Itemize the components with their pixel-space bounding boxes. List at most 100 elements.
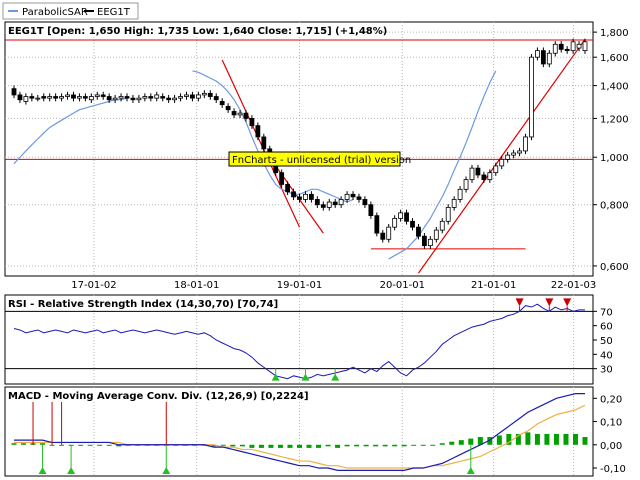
macd-histogram-bar: [487, 437, 493, 445]
candle-body: [118, 96, 124, 99]
candle-body: [136, 97, 142, 101]
candle-body: [433, 229, 439, 240]
rsi-buy-marker: [301, 373, 310, 381]
candle-body: [582, 41, 588, 52]
candle-body: [184, 94, 189, 97]
macd-histogram-bar: [211, 444, 217, 447]
candle-body: [475, 167, 481, 176]
candle-body: [279, 172, 285, 185]
sar-line: [388, 70, 497, 260]
trend-line: [221, 59, 301, 228]
candle-body: [404, 212, 409, 222]
y-tick-label: 1,000: [600, 153, 629, 164]
macd-histogram-bar: [382, 444, 388, 447]
macd-histogram-bar: [258, 444, 264, 448]
candle-body: [124, 96, 130, 99]
macd-buy-marker: [466, 467, 475, 474]
rsi-y-tick-label: 50: [600, 336, 613, 347]
candle-body: [523, 136, 528, 152]
x-tick-label: 19-01-01: [277, 280, 322, 291]
macd-histogram-bar: [287, 444, 293, 448]
candle-body: [285, 184, 291, 193]
rsi-sell-marker: [515, 298, 524, 307]
legend: ParabolicSAR EEG1T: [2, 2, 139, 20]
candle-body: [77, 96, 82, 99]
candle-body: [255, 125, 261, 138]
macd-histogram-bar: [249, 444, 255, 448]
x-tick-label: 18-01-01: [174, 280, 219, 291]
macd-histogram-bar: [106, 444, 112, 446]
candle-body: [398, 212, 404, 219]
legend-sar-label: ParabolicSAR: [22, 7, 88, 18]
macd-histogram-bar: [411, 444, 417, 446]
candle-body: [410, 220, 415, 228]
macd-title: MACD - Moving Average Conv. Div. (12,26,…: [8, 391, 309, 402]
y-tick-label: 1,600: [600, 53, 629, 64]
macd-buy-marker: [162, 467, 171, 474]
macd-histogram-bar: [468, 438, 474, 445]
macd-histogram-bar: [220, 444, 226, 446]
macd-histogram-bar: [306, 444, 312, 448]
macd-y-tick-label: 0,10: [600, 418, 622, 429]
candle-body: [374, 215, 380, 234]
macd-histogram-bar: [335, 444, 341, 448]
macd-histogram-bar: [430, 444, 436, 446]
candle-body: [392, 218, 398, 228]
candle-body: [53, 96, 59, 99]
candle-body: [291, 191, 296, 198]
candle-body: [142, 96, 148, 99]
candle-body: [564, 48, 570, 52]
macd-histogram-bar: [496, 435, 502, 445]
candle-body: [35, 97, 41, 100]
candle-body: [100, 94, 106, 97]
macd-histogram-bar: [97, 444, 103, 446]
candle-body: [213, 96, 219, 101]
candle-body: [457, 188, 463, 200]
rsi-y-tick-label: 30: [600, 365, 613, 376]
candle-body: [499, 158, 505, 167]
x-tick-label: 21-01-01: [471, 280, 516, 291]
candle-body: [493, 165, 499, 174]
candle-body: [297, 196, 302, 200]
macd-histogram-bar: [392, 444, 398, 447]
price-title: EEG1T [Open: 1,650 High: 1,735 Low: 1,64…: [8, 26, 387, 37]
candle-body: [166, 97, 172, 101]
rsi-y-tick-label: 40: [600, 350, 613, 361]
rsi-title: RSI - Relative Strength Index (14,30,70)…: [8, 299, 278, 310]
candle-body: [445, 206, 451, 222]
candle-body: [332, 201, 338, 206]
macd-histogram-bar: [59, 444, 65, 446]
candle-body: [303, 193, 308, 200]
candle-body: [576, 43, 582, 49]
candle-body: [511, 152, 517, 156]
macd-histogram-bar: [116, 444, 122, 447]
candle-body: [320, 204, 326, 208]
candle-body: [505, 154, 511, 160]
macd-histogram-bar: [572, 433, 578, 445]
candle-body: [380, 232, 386, 240]
macd-histogram-bar: [525, 432, 531, 445]
candle-body: [481, 174, 487, 181]
candle-body: [308, 193, 314, 200]
macd-line: [14, 393, 585, 471]
macd-histogram-bar: [544, 433, 550, 445]
y-tick-label: 0,800: [600, 201, 629, 212]
candle-body: [88, 96, 94, 101]
candle-body: [130, 97, 136, 101]
macd-y-tick-label: -0,10: [600, 464, 626, 475]
candle-body: [535, 50, 540, 58]
candle-body: [29, 96, 35, 99]
x-tick-label: 20-01-01: [380, 280, 425, 291]
rsi-buy-marker: [271, 373, 280, 381]
candle-body: [17, 94, 23, 101]
candle-body: [207, 92, 213, 97]
macd-histogram-bar: [49, 444, 55, 446]
candle-body: [148, 96, 154, 99]
candle-body: [540, 50, 546, 65]
legend-price-label: EEG1T: [97, 7, 131, 18]
candle-body: [463, 179, 469, 190]
candle-body: [172, 97, 177, 101]
macd-histogram-bar: [373, 444, 379, 447]
y-tick-label: 1,400: [600, 82, 629, 93]
x-tick-label: 22-01-03: [551, 280, 596, 291]
